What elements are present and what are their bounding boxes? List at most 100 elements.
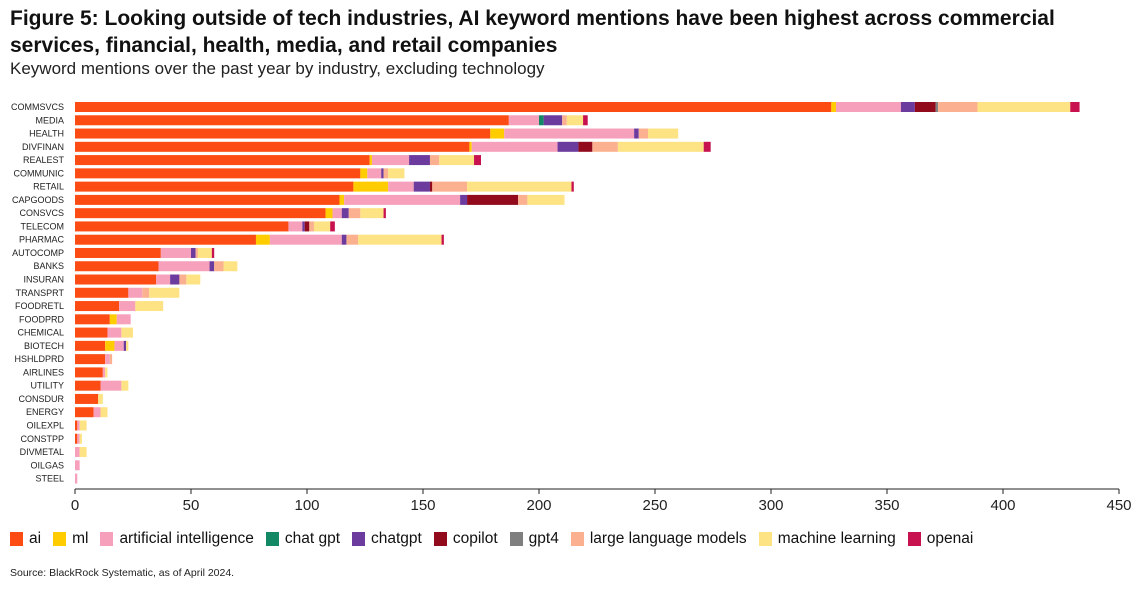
bar-foodretl-artificial-intelligence (119, 301, 136, 312)
bar-energy-machine-learning (100, 407, 108, 418)
category-label: TRANSPRT (16, 288, 65, 298)
legend-item-large-language-models: large language models (570, 530, 747, 548)
bar-consvcs-artificial-intelligence (332, 208, 342, 219)
legend-swatch (570, 532, 584, 546)
bar-media-chat-gpt (539, 115, 544, 126)
bar-chemical-machine-learning (121, 327, 133, 338)
category-label: TELECOM (20, 221, 64, 231)
x-tick-label: 50 (183, 497, 200, 514)
bar-retail-artificial-intelligence (388, 181, 414, 192)
legend-label: ml (72, 530, 89, 547)
category-label: RETAIL (33, 182, 64, 192)
bar-insuran-machine-learning (186, 274, 201, 285)
legend-swatch (758, 532, 772, 546)
x-tick-label: 150 (410, 497, 435, 514)
bar-transprt-large-language-models (142, 287, 150, 298)
bar-transprt-artificial-intelligence (128, 287, 143, 298)
bar-communic-chatgpt (381, 168, 384, 179)
bar-capgoods-ml (339, 194, 345, 205)
bar-realest-chatgpt (409, 155, 430, 166)
bar-hshldprd-large-language-models (109, 354, 113, 365)
bar-commsvcs-chatgpt (900, 102, 915, 112)
bar-realest-ai (75, 155, 370, 166)
legend-label: machine learning (777, 530, 896, 547)
bar-health-ml (490, 128, 505, 139)
bar-telecom-ai (75, 221, 289, 232)
bar-communic-ml (360, 168, 368, 179)
category-label: PHARMAC (19, 235, 65, 245)
x-tick-label: 0 (71, 497, 79, 514)
bar-health-ai (75, 128, 491, 139)
bar-retail-ml (353, 181, 389, 192)
bar-constpp-ai (75, 433, 78, 444)
bar-realest-machine-learning (439, 155, 475, 166)
bar-communic-machine-learning (388, 168, 405, 179)
category-label: HSHLDPRD (14, 354, 64, 364)
bar-divfinan-ml (469, 141, 472, 152)
category-label: CONSDUR (18, 394, 64, 404)
category-label: COMMSVCS (11, 102, 64, 112)
x-tick-label: 400 (990, 497, 1015, 514)
bar-media-chatgpt (543, 115, 563, 126)
bar-utility-artificial-intelligence (100, 380, 122, 391)
x-tick-label: 200 (526, 497, 551, 514)
bar-commsvcs-machine-learning (977, 102, 1071, 112)
legend-label: large language models (589, 530, 747, 547)
bar-commsvcs-openai (1070, 102, 1080, 112)
legend-swatch (10, 532, 23, 546)
legend-swatch (100, 532, 114, 546)
legend-item-copilot: copilot (433, 530, 498, 548)
category-label: INSURAN (23, 275, 64, 285)
bar-capgoods-ai (75, 194, 340, 205)
bar-foodprd-artificial-intelligence (116, 314, 131, 325)
bar-autocomp-machine-learning (197, 247, 212, 258)
bar-biotech-machine-learning (126, 340, 129, 351)
bar-autocomp-chatgpt (191, 247, 196, 258)
x-tick-label: 450 (1106, 497, 1131, 514)
legend-item-artificial-intelligence: artificial intelligence (100, 530, 254, 548)
category-label: HEALTH (29, 129, 64, 139)
bar-retail-chatgpt (413, 181, 430, 192)
bar-communic-ai (75, 168, 361, 179)
bar-pharmac-large-language-models (346, 234, 359, 245)
bar-communic-large-language-models (383, 168, 389, 179)
stacked-bar-chart: COMMSVCS MEDIA HEALTH DIVFINAN REALEST COMMUN… (11, 102, 1132, 514)
category-label: FOODRETL (15, 301, 64, 311)
bar-divfinan-large-language-models (592, 141, 618, 152)
legend-item-ml: ml (53, 530, 88, 548)
x-tick-label: 100 (294, 497, 319, 514)
bar-divfinan-ai (75, 141, 470, 152)
category-label: CONSTPP (20, 434, 64, 444)
bar-telecom-large-language-models (309, 221, 314, 232)
category-label: OILGAS (30, 460, 64, 470)
bar-realest-large-language-models (429, 155, 440, 166)
chart-subtitle: Keyword mentions over the past year by i… (10, 59, 545, 78)
bar-transprt-ai (75, 287, 129, 298)
bar-banks-artificial-intelligence (158, 261, 210, 272)
bar-hshldprd-ai (75, 354, 106, 365)
category-label: OILEXPL (26, 420, 64, 430)
legend-swatch (509, 532, 523, 546)
bar-consvcs-openai (383, 208, 386, 219)
bar-consvcs-ai (75, 208, 326, 219)
legend-item-gpt4: gpt4 (509, 530, 559, 548)
bar-media-artificial-intelligence (508, 115, 539, 126)
bar-capgoods-artificial-intelligence (344, 194, 461, 205)
chart-title: Figure 5: Looking outside of tech indust… (10, 7, 1055, 57)
bar-biotech-ai (75, 340, 106, 351)
bar-insuran-large-language-models (179, 274, 187, 285)
category-label: AIRLINES (23, 367, 64, 377)
bar-autocomp-openai (211, 247, 215, 258)
bar-media-machine-learning (566, 115, 584, 126)
legend-swatch (53, 532, 67, 546)
legend-label: copilot (452, 530, 498, 547)
bar-media-large-language-models (562, 115, 567, 126)
legend-label: gpt4 (528, 530, 559, 547)
bar-oilgas-artificial-intelligence (75, 460, 80, 471)
bar-divfinan-artificial-intelligence (471, 141, 558, 152)
bar-energy-artificial-intelligence (93, 407, 101, 418)
bar-commsvcs-ai (75, 102, 832, 112)
bar-health-chatgpt (634, 128, 639, 139)
bar-divfinan-chatgpt (557, 141, 579, 152)
bar-commsvcs-gpt4 (935, 102, 939, 112)
